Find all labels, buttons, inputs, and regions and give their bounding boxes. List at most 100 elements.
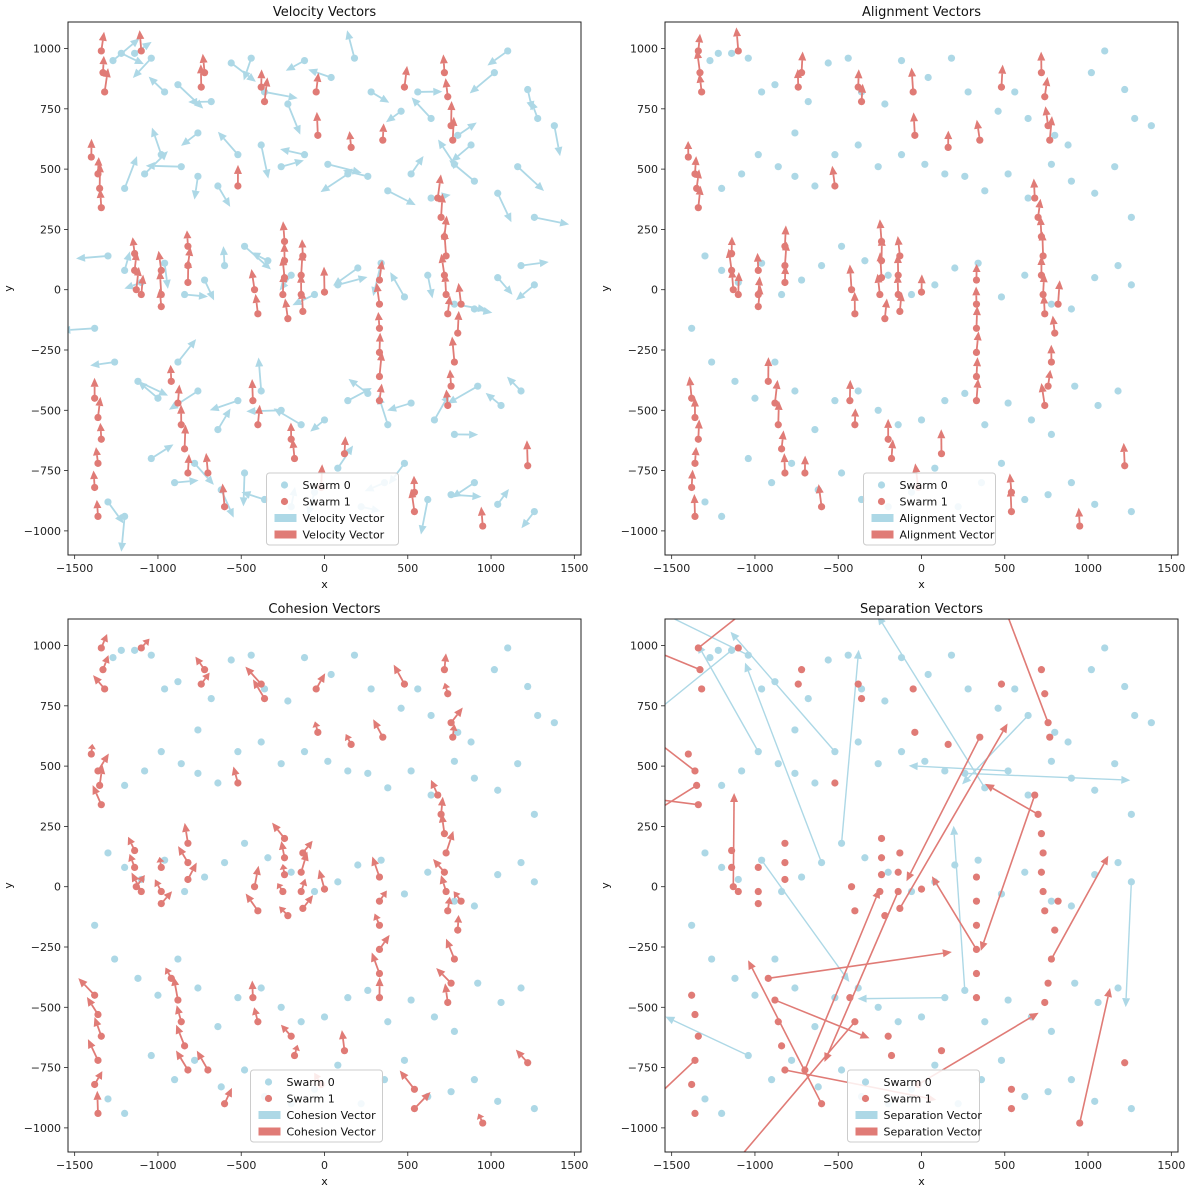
velocity-arrow-head	[289, 438, 298, 449]
swarm-1-point	[101, 685, 109, 693]
swarm-1-point	[137, 887, 145, 896]
swarm-0-point	[964, 88, 972, 96]
velocity-arrow-head	[346, 131, 355, 140]
x-tick-label: 1500	[560, 562, 588, 575]
swarm-0-point	[811, 182, 819, 190]
swarm-1-point	[177, 421, 185, 429]
swarm-1-point	[1051, 329, 1059, 337]
x-axis-label: x	[918, 578, 925, 591]
swarm-0-point	[154, 394, 162, 402]
velocity-arrow	[121, 516, 126, 543]
y-axis-label: y	[2, 285, 15, 292]
separation-arrow-head	[950, 825, 959, 836]
swarm-1-point	[764, 377, 772, 385]
y-tick-label: 1000	[33, 43, 61, 56]
y-tick-label: −500	[628, 404, 658, 417]
velocity-arrow-head	[177, 404, 186, 414]
separation-arrow-head	[859, 1031, 870, 1039]
swarm-0-point	[400, 890, 409, 898]
velocity-arrow-head	[313, 72, 322, 83]
axes-frame	[67, 21, 582, 556]
swarm-1-point	[884, 435, 892, 443]
swarm-1-point	[250, 883, 259, 891]
swarm-0-point	[284, 100, 292, 108]
swarm-0-point	[407, 767, 415, 775]
swarm-0-point	[854, 738, 862, 746]
velocity-arrow-head	[503, 212, 512, 223]
velocity-arrow-head	[217, 131, 227, 142]
swarm-0-point	[787, 459, 796, 467]
separation-arrow-head	[604, 1137, 613, 1146]
separation-arrow-head	[744, 662, 752, 673]
velocity-arrow-head	[467, 122, 477, 131]
swarm-1-point	[437, 810, 445, 818]
alignment-arrow-head	[1055, 280, 1064, 290]
cohesion-arrow-head	[438, 813, 447, 823]
swarm-1-point	[379, 136, 387, 144]
alignment-arrow-head	[695, 185, 704, 196]
velocity-arrow-head	[189, 477, 199, 486]
velocity-arrow-head	[373, 282, 382, 293]
swarm-0-point	[470, 1076, 479, 1084]
swarm-0-point	[424, 495, 432, 504]
swarm-0-point	[884, 868, 892, 876]
swarm-1-point	[94, 767, 102, 775]
swarm-1-point	[440, 666, 449, 674]
swarm-0-point	[797, 276, 806, 284]
swarm-0-point	[921, 160, 929, 168]
swarm-0-point	[728, 646, 736, 654]
swarm-0-point	[758, 856, 766, 864]
alignment-arrow-head	[688, 469, 697, 479]
swarm-0-point	[257, 984, 265, 992]
chart-title: Cohesion Vectors	[268, 602, 380, 617]
swarm-1-point	[771, 996, 779, 1004]
swarm-1-point	[917, 885, 926, 893]
separation-arrow	[917, 765, 1009, 772]
alignment-arrow-head	[690, 493, 699, 504]
swarm-1-point	[184, 242, 192, 250]
swarm-1-point	[781, 839, 789, 847]
swarm-0-point	[104, 849, 112, 857]
velocity-arrow-head	[90, 377, 99, 387]
swarm-1-point	[97, 644, 105, 652]
swarm-0-point	[91, 324, 99, 332]
swarm-0-point	[287, 271, 295, 279]
swarm-0-point	[550, 719, 558, 727]
legend: Swarm 0 Swarm 1 Velocity Vector Velocity Ve…	[266, 472, 399, 546]
swarm-1-point	[693, 184, 701, 193]
swarm-0-point	[427, 114, 435, 123]
swarm-0-point	[791, 172, 799, 180]
swarm-1-point	[220, 1100, 229, 1108]
swarm-1-point	[180, 445, 189, 453]
swarm-0-point	[714, 646, 722, 654]
swarm-0-point	[121, 266, 129, 275]
velocity-arrow-head	[123, 251, 132, 262]
swarm-0-point	[494, 786, 502, 794]
swarm-1-point	[694, 644, 702, 652]
swarm-1-point	[400, 680, 409, 688]
cohesion-arrow-head	[176, 1050, 185, 1061]
swarm-1-point	[1044, 382, 1052, 390]
swarm-0-point	[1091, 500, 1099, 508]
swarm-0-point	[220, 261, 229, 270]
swarm-1-point	[728, 249, 736, 258]
swarm-1-point	[854, 83, 862, 91]
separation-arrow	[732, 801, 735, 887]
swarm-0-point	[497, 401, 505, 410]
swarm-0-point	[907, 887, 916, 896]
swarm-0-point	[177, 163, 185, 171]
velocity-arrow-head	[433, 87, 443, 96]
alignment-arrow-head	[1006, 473, 1015, 483]
swarm-1-point	[777, 1042, 786, 1050]
legend-swatch	[258, 1127, 281, 1136]
velocity-arrow-head	[155, 250, 164, 261]
swarm-0-point	[257, 387, 265, 395]
swarm-0-point	[1021, 1092, 1029, 1101]
swarm-0-point	[194, 172, 202, 180]
swarm-0-point	[787, 1056, 796, 1064]
swarm-1-point	[781, 242, 789, 250]
swarm-0-point	[754, 748, 762, 756]
swarm-1-point	[434, 194, 442, 202]
y-tick-label: −250	[628, 344, 658, 357]
swarm-1-point	[440, 271, 449, 279]
